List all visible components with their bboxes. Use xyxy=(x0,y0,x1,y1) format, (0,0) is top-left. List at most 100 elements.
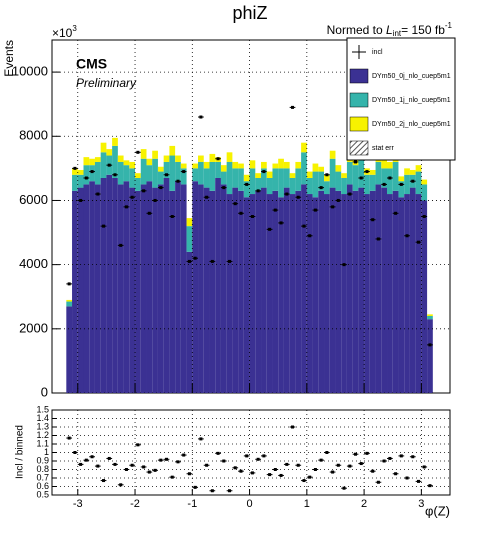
bar-segment xyxy=(415,165,422,172)
data-point xyxy=(387,176,393,180)
bar-segment xyxy=(129,161,136,169)
chart-title: phiZ xyxy=(232,3,267,23)
ratio-marker xyxy=(285,462,289,466)
data-point xyxy=(272,208,279,212)
ratio-point xyxy=(100,479,107,483)
bar-segment xyxy=(243,197,250,393)
x-axis-label: φ(Z) xyxy=(425,503,450,518)
ratio-marker xyxy=(394,472,398,476)
ratio-point xyxy=(301,479,307,483)
bar-segment xyxy=(129,168,136,188)
bar-segment xyxy=(215,177,221,393)
bar-segment xyxy=(295,168,302,191)
data-marker xyxy=(159,186,163,190)
ratio-marker xyxy=(67,436,71,440)
bar-segment xyxy=(77,187,84,393)
data-point xyxy=(215,157,221,161)
data-marker xyxy=(388,176,392,180)
ratio-marker xyxy=(119,483,123,487)
data-marker xyxy=(250,215,254,218)
norm-sub: int xyxy=(393,29,402,38)
ratio-marker xyxy=(187,472,191,476)
bar-segment xyxy=(203,168,210,188)
ratio-point xyxy=(392,472,399,476)
data-marker xyxy=(428,343,432,347)
experiment: CMS xyxy=(76,56,107,72)
data-marker xyxy=(67,282,71,286)
bar-segment xyxy=(358,187,365,393)
data-point xyxy=(226,259,233,263)
data-marker xyxy=(411,179,415,183)
bar-segment xyxy=(72,190,78,393)
bar-segment xyxy=(392,161,399,191)
bar-segment xyxy=(94,157,101,162)
norm-suffix: = 150 fb xyxy=(401,23,445,37)
ratio-y-tick-label: 1.2 xyxy=(36,430,49,440)
bar-segment xyxy=(152,187,158,393)
bar-segment xyxy=(398,181,405,198)
bar-segment xyxy=(289,173,296,178)
bar-segment xyxy=(369,174,376,191)
bar-segment xyxy=(203,187,210,393)
y-tick-label: 2000 xyxy=(19,320,48,335)
bar-segment xyxy=(329,158,336,188)
ratio-marker xyxy=(130,463,134,467)
data-point xyxy=(140,189,147,193)
y-tick-label: 0 xyxy=(41,384,48,399)
bar-segment xyxy=(180,184,187,393)
bar-segment xyxy=(89,158,95,166)
bar-segment xyxy=(100,152,107,178)
bar-segment xyxy=(140,149,147,159)
bar-segment xyxy=(226,152,233,162)
bar-segment xyxy=(329,187,336,393)
bar-segment xyxy=(232,187,239,393)
bar-segment xyxy=(341,177,347,195)
data-marker xyxy=(348,192,352,196)
bar-segment xyxy=(83,157,90,166)
bar-segment xyxy=(261,187,267,393)
bar-segment xyxy=(312,171,319,198)
bar-segment xyxy=(220,184,227,393)
data-point xyxy=(135,150,141,154)
bar-segment xyxy=(117,161,124,185)
bar-segment xyxy=(409,169,416,175)
bar-segment xyxy=(209,190,216,393)
data-point xyxy=(381,182,388,186)
bar-segment xyxy=(295,161,302,169)
x-tick-label: 1 xyxy=(304,498,310,510)
data-point xyxy=(112,173,118,177)
data-marker xyxy=(205,195,209,199)
data-point xyxy=(175,179,181,183)
data-point xyxy=(415,240,422,244)
data-point xyxy=(283,192,290,196)
ratio-point xyxy=(358,462,365,466)
bar-segment xyxy=(398,197,405,393)
bar-segment xyxy=(238,168,244,191)
ratio-marker xyxy=(342,486,346,490)
ratio-y-tick-label: 0.9 xyxy=(36,455,49,465)
bar-segment xyxy=(163,177,170,393)
bar-segment xyxy=(266,194,273,393)
data-marker xyxy=(365,170,369,174)
data-point xyxy=(352,160,359,164)
data-marker xyxy=(210,259,214,263)
data-point xyxy=(220,186,227,190)
bar-segment xyxy=(427,319,433,393)
bar-segment xyxy=(301,152,307,185)
bar-segment xyxy=(89,165,95,182)
y-multiplier: ×103 xyxy=(52,24,77,40)
bar-segment xyxy=(123,181,130,393)
bar-segment xyxy=(232,168,239,188)
bar-segment xyxy=(387,194,393,393)
data-marker xyxy=(73,166,77,170)
bar-segment xyxy=(375,184,382,393)
bar-segment xyxy=(135,177,141,191)
data-point xyxy=(375,237,382,241)
bar-segment xyxy=(295,190,302,393)
ratio-marker xyxy=(336,463,340,467)
data-marker xyxy=(90,170,94,174)
ratio-point xyxy=(77,462,84,466)
bar-segment xyxy=(186,226,193,252)
bar-segment xyxy=(272,168,279,191)
